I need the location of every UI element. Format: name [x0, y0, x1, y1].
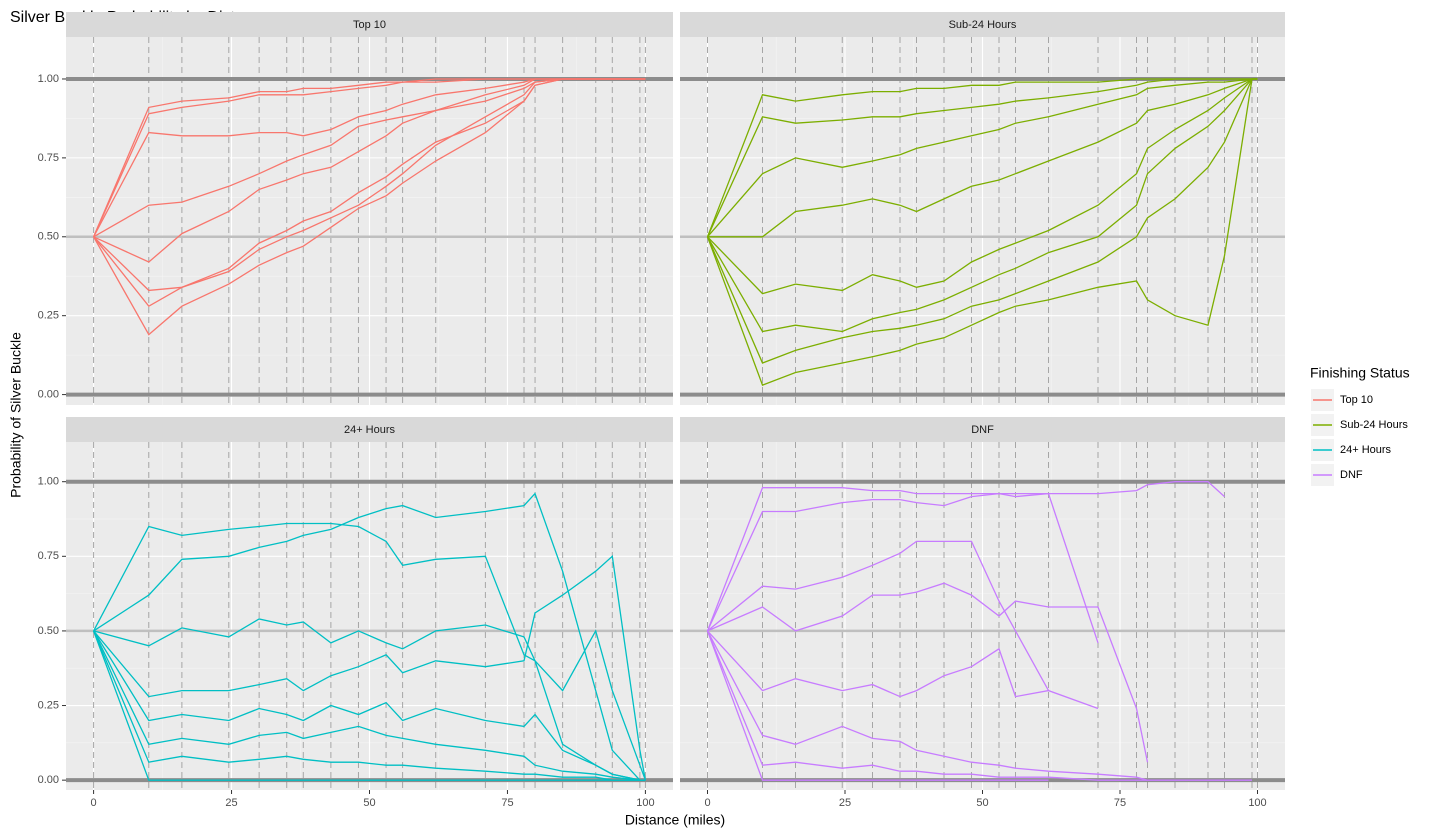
series-line: [93, 630, 646, 781]
series-line: [707, 630, 1099, 710]
x-tick-label: 75: [501, 797, 513, 809]
series-line: [706, 78, 1258, 238]
series-line: [93, 618, 647, 781]
y-tick-label: 1.00: [38, 476, 59, 488]
strip-label: DNF: [971, 424, 994, 436]
series-line: [93, 492, 646, 781]
y-tick-label: 1.00: [38, 73, 59, 85]
strip: [680, 417, 1285, 442]
series-line: [706, 630, 1148, 781]
strip-label: 24+ Hours: [344, 424, 396, 436]
series-line: [92, 630, 646, 781]
x-tick-label: 100: [1248, 797, 1266, 809]
x-tick-label: 50: [976, 797, 988, 809]
series-line: [707, 78, 1258, 238]
y-tick-label: 0.75: [38, 550, 59, 562]
series-line: [706, 78, 1258, 386]
x-tick-label: 75: [1114, 797, 1126, 809]
x-tick-label: 25: [839, 797, 851, 809]
series-line: [93, 555, 647, 781]
series-line: [707, 78, 1258, 295]
x-tick-label: 25: [225, 797, 237, 809]
legend-label: Sub-24 Hours: [1340, 419, 1408, 431]
legend-label: DNF: [1340, 469, 1363, 481]
x-axis-label: Distance (miles): [625, 812, 725, 828]
series-line: [93, 522, 646, 781]
series-line: [93, 78, 646, 336]
series-line: [707, 540, 1050, 691]
series-line: [706, 630, 1049, 781]
series-line: [706, 630, 1252, 781]
series-line: [706, 492, 1099, 644]
strip: [66, 12, 673, 37]
series-line: [93, 630, 646, 781]
y-tick-label: 0.50: [38, 231, 59, 243]
series-line: [706, 481, 1225, 632]
strip-label: Top 10: [353, 19, 386, 31]
series-line: [706, 78, 1258, 333]
y-tick-label: 0.50: [38, 625, 59, 637]
y-tick-label: 0.25: [38, 310, 59, 322]
y-tick-label: 0.00: [38, 388, 59, 400]
y-tick-label: 0.75: [38, 152, 59, 164]
strip: [66, 417, 673, 442]
legend-title: Finishing Status: [1310, 365, 1410, 381]
x-tick-label: 100: [636, 797, 654, 809]
legend-label: 24+ Hours: [1340, 444, 1392, 456]
strip: [680, 12, 1285, 37]
series-line: [706, 78, 1258, 364]
series-line: [707, 582, 1149, 763]
series-line: [707, 78, 1258, 238]
y-axis-label: Probability of Silver Buckle: [8, 332, 24, 498]
x-tick-label: 0: [91, 797, 97, 809]
strip-label: Sub-24 Hours: [949, 19, 1017, 31]
y-tick-label: 0.25: [38, 699, 59, 711]
series-line: [93, 630, 646, 781]
legend-label: Top 10: [1340, 394, 1373, 406]
x-tick-label: 50: [363, 797, 375, 809]
x-tick-label: 0: [704, 797, 710, 809]
y-tick-label: 0.00: [38, 774, 59, 786]
